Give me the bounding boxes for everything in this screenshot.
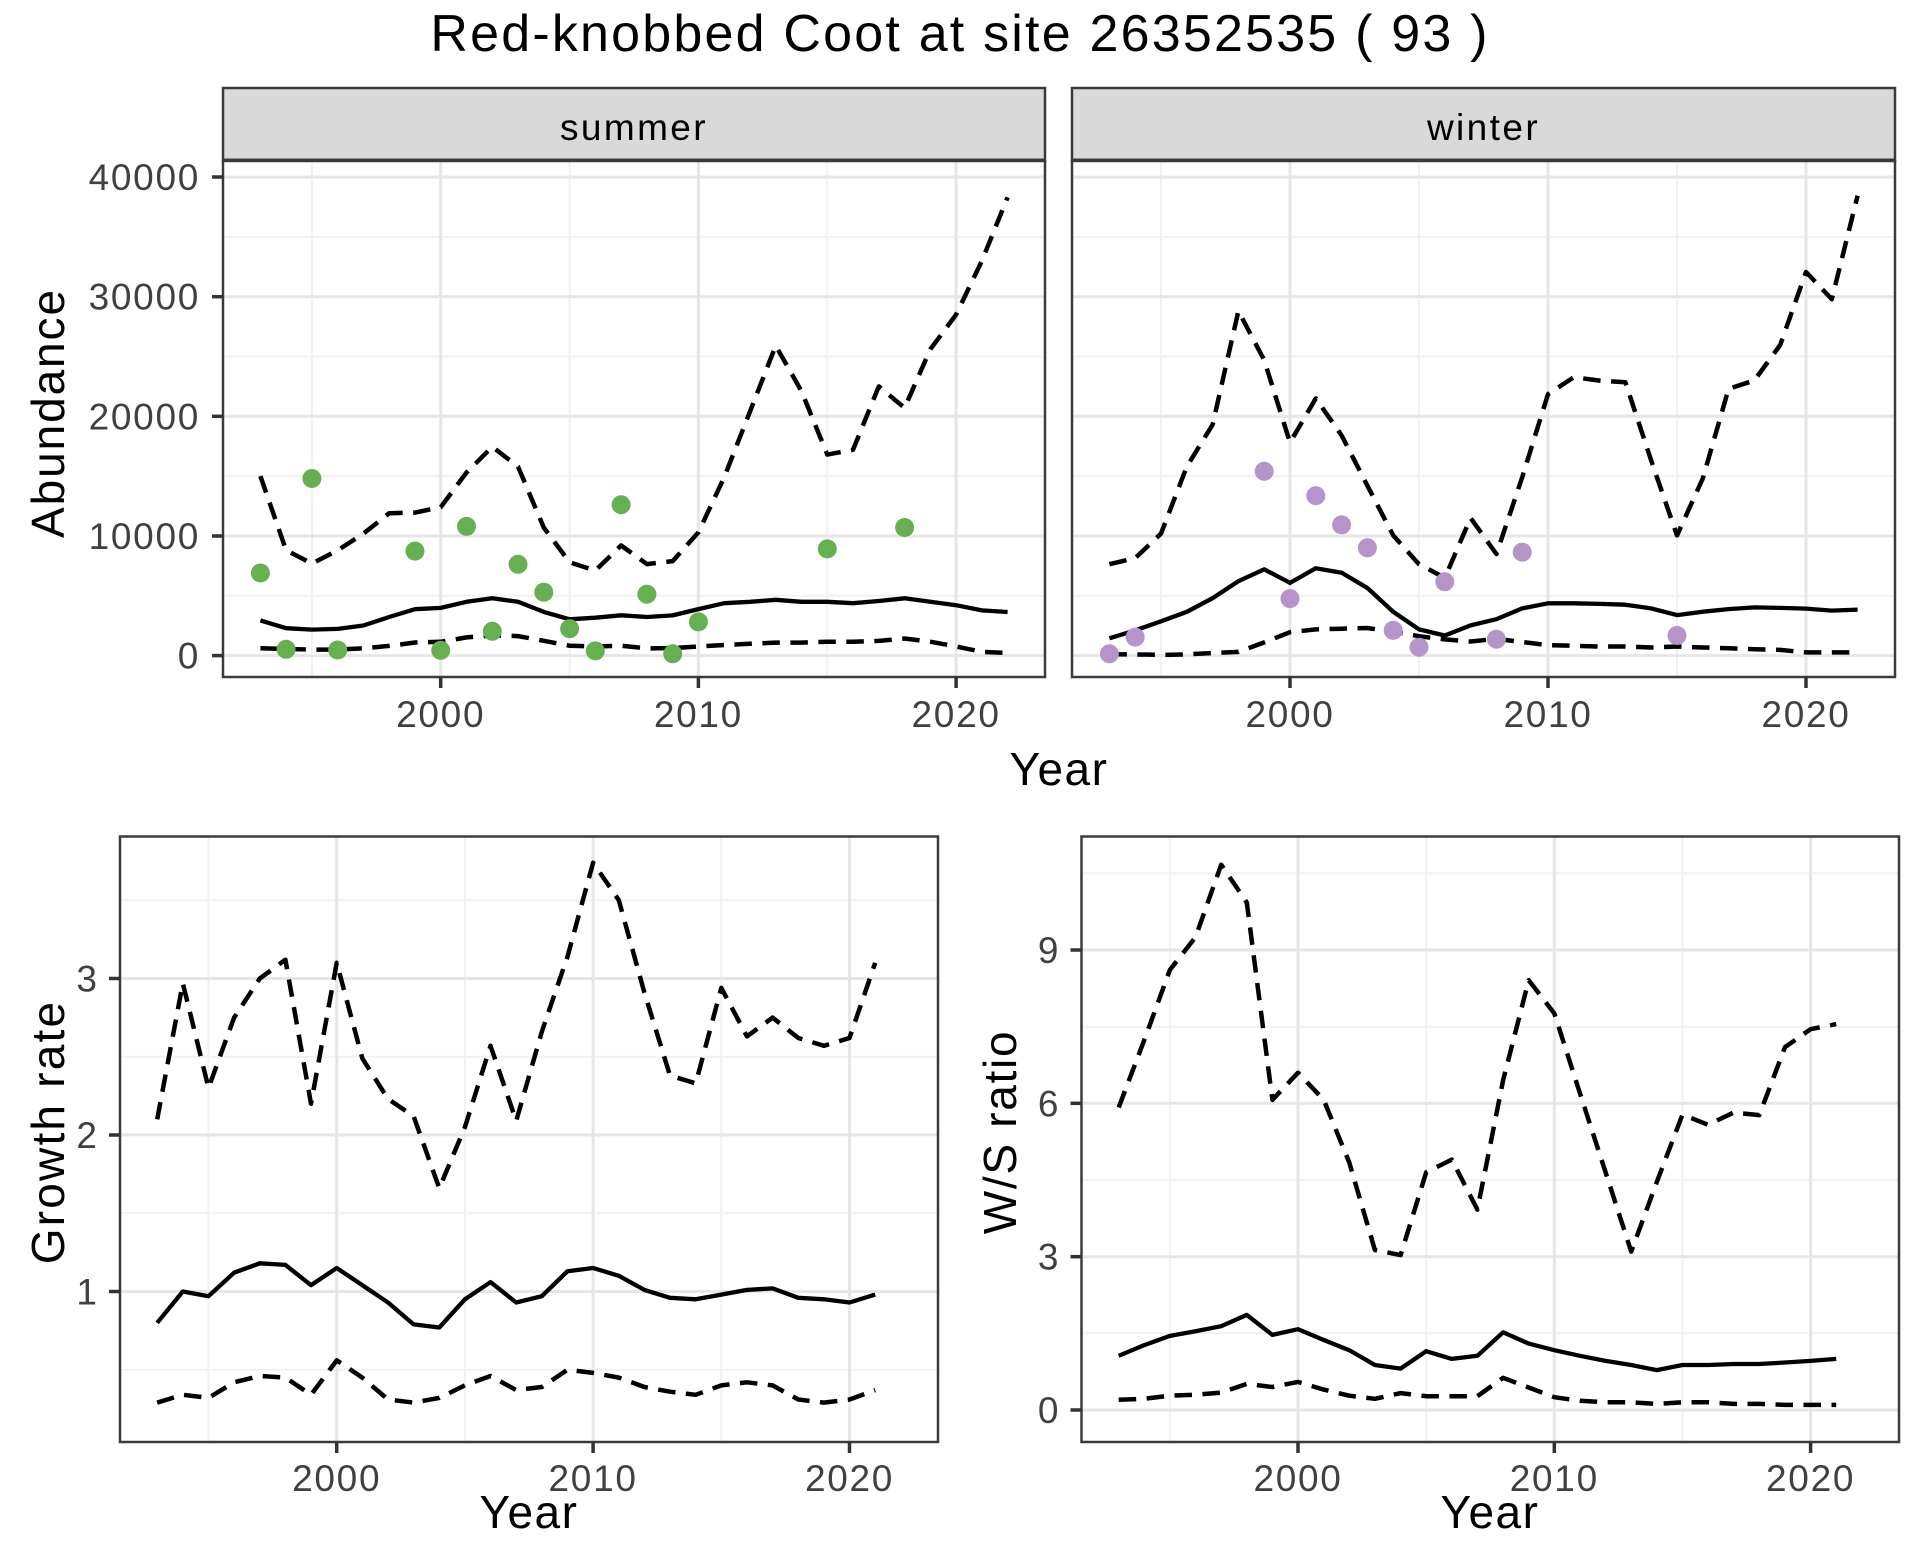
svg-text:2000: 2000 xyxy=(1253,1458,1342,1499)
svg-text:summer: summer xyxy=(560,107,708,148)
svg-text:2020: 2020 xyxy=(1766,1458,1855,1499)
svg-text:W/S ratio: W/S ratio xyxy=(974,1030,1026,1234)
svg-text:2000: 2000 xyxy=(1245,694,1334,735)
svg-text:3: 3 xyxy=(76,959,97,1000)
svg-text:6: 6 xyxy=(1038,1083,1059,1124)
svg-text:2020: 2020 xyxy=(912,694,1001,735)
svg-text:2010: 2010 xyxy=(1510,1458,1599,1499)
svg-text:10000: 10000 xyxy=(89,516,200,557)
svg-text:2020: 2020 xyxy=(805,1458,894,1499)
svg-text:2000: 2000 xyxy=(396,694,485,735)
svg-text:2: 2 xyxy=(76,1115,97,1156)
svg-text:1: 1 xyxy=(76,1272,97,1313)
svg-text:Year: Year xyxy=(1441,1486,1540,1538)
svg-text:winter: winter xyxy=(1426,107,1540,148)
svg-text:9: 9 xyxy=(1038,930,1059,971)
svg-text:2020: 2020 xyxy=(1761,694,1850,735)
svg-text:20000: 20000 xyxy=(89,396,200,437)
svg-text:Growth rate: Growth rate xyxy=(22,1000,74,1265)
svg-text:0: 0 xyxy=(1038,1390,1059,1431)
svg-text:Abundance: Abundance xyxy=(22,288,74,538)
svg-text:Red-knobbed Coot at site 26352: Red-knobbed Coot at site 26352535 ( 93 ) xyxy=(430,5,1489,63)
svg-text:2010: 2010 xyxy=(549,1458,638,1499)
svg-text:40000: 40000 xyxy=(89,157,200,198)
svg-text:30000: 30000 xyxy=(89,277,200,318)
svg-text:2010: 2010 xyxy=(1503,694,1592,735)
svg-text:2010: 2010 xyxy=(654,694,743,735)
svg-text:0: 0 xyxy=(178,636,200,677)
svg-text:2000: 2000 xyxy=(292,1458,381,1499)
svg-text:Year: Year xyxy=(480,1486,579,1538)
svg-text:Year: Year xyxy=(1010,743,1109,795)
svg-text:3: 3 xyxy=(1038,1237,1059,1278)
